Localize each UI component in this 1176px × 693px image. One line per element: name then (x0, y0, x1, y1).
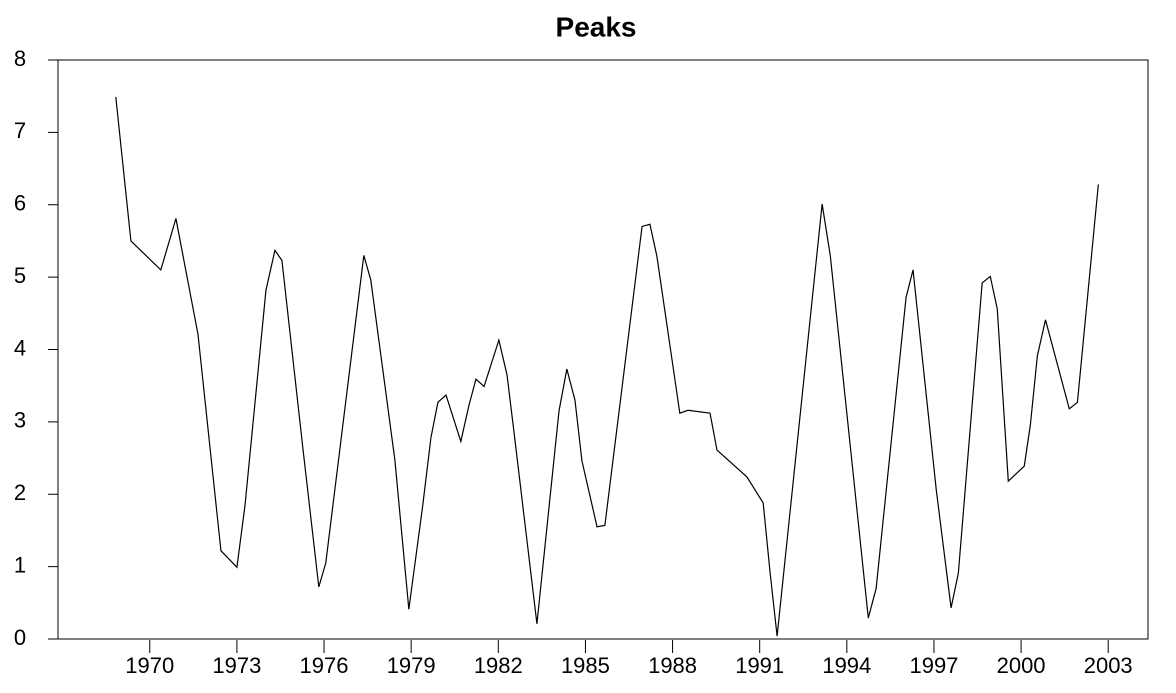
chart-title: Peaks (556, 11, 637, 42)
x-tick-label: 1994 (822, 653, 871, 678)
line-series (115, 96, 1099, 637)
x-tick-label: 1985 (561, 653, 610, 678)
x-tick-label: 2000 (997, 653, 1046, 678)
y-tick-label: 7 (14, 118, 26, 143)
y-tick-label: 6 (14, 191, 26, 216)
x-tick-label: 1982 (474, 653, 523, 678)
x-tick-label: 1973 (212, 653, 261, 678)
y-tick-label: 2 (14, 480, 26, 505)
x-tick-label: 1991 (735, 653, 784, 678)
x-tick-label: 1997 (909, 653, 958, 678)
x-tick-label: 1979 (387, 653, 436, 678)
x-tick-label: 1988 (648, 653, 697, 678)
y-tick-label: 5 (14, 263, 26, 288)
x-tick-label: 1970 (125, 653, 174, 678)
y-tick-label: 0 (14, 625, 26, 650)
x-tick-label: 2003 (1084, 653, 1133, 678)
y-tick-label: 3 (14, 408, 26, 433)
y-tick-label: 8 (14, 46, 26, 71)
x-tick-label: 1976 (300, 653, 349, 678)
y-tick-label: 4 (14, 335, 26, 360)
y-tick-label: 1 (14, 552, 26, 577)
